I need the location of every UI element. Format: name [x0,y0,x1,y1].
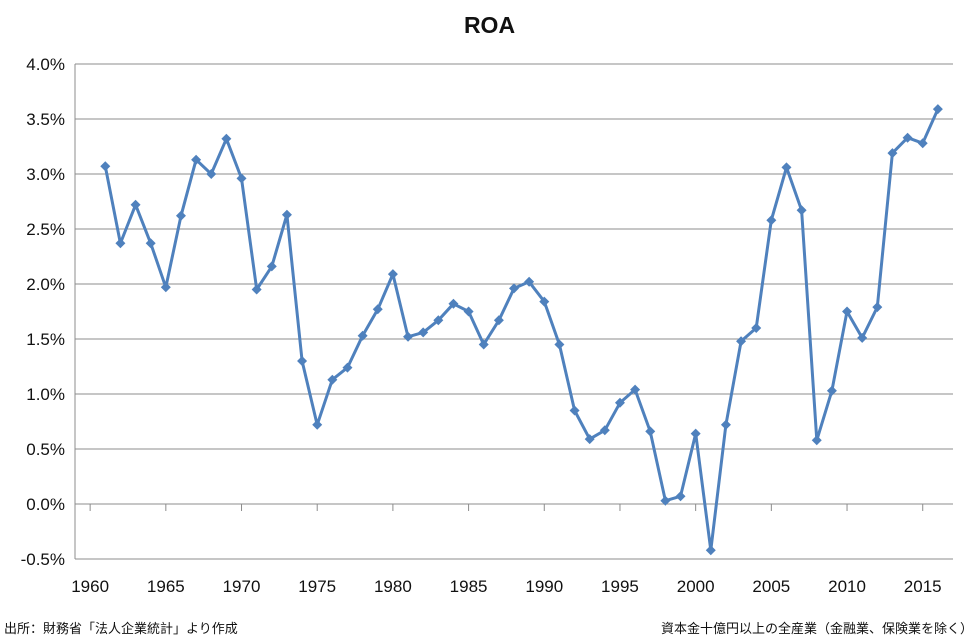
data-point [191,154,202,165]
data-point [342,362,353,373]
data-point [357,330,368,341]
data-point [312,419,323,430]
x-tick-label: 1980 [374,577,412,596]
data-point [645,426,656,437]
data-point [478,339,489,350]
series-roa [100,104,943,556]
y-tick-label: 0.5% [26,440,65,459]
x-tick-label: 1995 [601,577,639,596]
x-tick-label: 1975 [298,577,336,596]
data-point [251,284,262,295]
data-point [584,434,595,445]
data-point [630,384,641,395]
data-point [569,405,580,416]
data-point [736,336,747,347]
data-point [206,169,217,179]
data-point [857,332,868,343]
data-point [902,132,913,143]
data-point [872,302,883,313]
data-point [524,276,535,287]
x-tick-labels: 1960 1965 1970 1975 1980 1985 1990 1995 2000 2005… [71,577,941,596]
data-point [720,419,731,430]
y-tick-label: -0.5% [21,550,65,569]
data-point [660,495,671,506]
data-point [433,315,444,326]
data-point [297,356,308,366]
source-note: 出所：財務省「法人企業統計」より作成 [4,622,238,637]
data-point [175,210,186,221]
x-tick-label: 2000 [677,577,715,596]
x-tick-label: 2010 [828,577,866,596]
data-point [917,138,928,149]
y-tick-label: 1.0% [26,385,65,404]
x-tick-label: 1990 [525,577,563,596]
y-tick-label: 4.0% [26,55,65,74]
y-tick-label: 2.0% [26,275,65,294]
data-point [599,425,610,436]
data-point [493,315,504,326]
y-tick-label: 1.5% [26,330,65,349]
data-point [100,161,111,172]
data-point [826,385,837,396]
data-point [539,296,550,307]
data-point [115,238,126,249]
data-point [403,331,414,342]
x-tick-label: 2015 [904,577,942,596]
data-point [236,173,247,184]
y-tick-labels: 4.0% 3.5% 3.0% 2.5% 2.0% 1.5% 1.0% 0.5% 0.0% -0.5… [21,55,65,569]
data-point [221,133,232,144]
data-point [705,545,716,556]
axes [74,64,924,559]
data-point [690,428,701,439]
data-point [781,162,792,173]
data-point [887,148,898,159]
data-point [281,209,292,220]
x-tick-label: 1985 [450,577,488,596]
data-point [463,306,474,317]
gridlines [75,63,953,560]
data-point [932,104,943,115]
x-tick-label: 1970 [223,577,261,596]
data-point [811,435,822,446]
y-tick-label: 3.5% [26,110,65,129]
x-tick-label: 1965 [147,577,185,596]
data-point [418,327,429,338]
data-point [675,491,686,502]
data-point [372,304,383,315]
data-point [766,215,777,226]
data-point [554,339,565,350]
data-point [130,199,141,210]
y-tick-label: 0.0% [26,495,65,514]
y-tick-label: 3.0% [26,165,65,184]
data-point [614,397,625,408]
chart-title: ROA [463,12,516,38]
data-point [796,205,807,216]
x-tick-label: 2005 [752,577,790,596]
data-point [842,306,853,317]
data-point [509,283,519,294]
data-point [266,261,277,272]
data-point [145,238,156,249]
series-line [103,108,940,552]
data-point [751,323,762,333]
y-tick-label: 2.5% [26,220,65,239]
scope-note: 資本金十億円以上の全産業（金融業、保険業を除く） [660,622,973,637]
data-point [448,298,459,309]
data-point [327,374,338,385]
data-point [387,269,398,280]
data-point [160,282,171,293]
x-tick-label: 1960 [71,577,109,596]
